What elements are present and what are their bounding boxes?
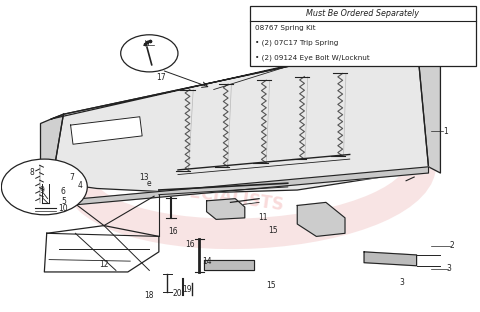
Text: 11: 11 xyxy=(258,213,268,222)
Text: 5: 5 xyxy=(61,197,66,206)
Text: 7: 7 xyxy=(70,173,74,182)
Text: 3: 3 xyxy=(446,264,452,273)
Polygon shape xyxy=(417,34,441,173)
Text: 15: 15 xyxy=(269,226,278,235)
Text: 8: 8 xyxy=(29,168,34,177)
Text: 15: 15 xyxy=(266,281,276,290)
Text: 20: 20 xyxy=(172,289,182,298)
Text: 9: 9 xyxy=(39,186,44,195)
Text: 14: 14 xyxy=(202,257,211,266)
Polygon shape xyxy=(297,202,345,236)
Text: Must Be Ordered Separately: Must Be Ordered Separately xyxy=(306,9,420,18)
Polygon shape xyxy=(40,167,429,208)
Text: 6: 6 xyxy=(61,187,66,196)
Polygon shape xyxy=(204,260,254,271)
Polygon shape xyxy=(206,199,245,219)
Text: 18: 18 xyxy=(144,291,154,300)
Text: 16: 16 xyxy=(168,227,178,236)
Polygon shape xyxy=(53,39,429,193)
Text: 1: 1 xyxy=(443,127,447,136)
Polygon shape xyxy=(71,117,142,144)
Text: 13: 13 xyxy=(139,173,148,182)
Text: SPECIALISTS: SPECIALISTS xyxy=(166,181,286,215)
Text: 16: 16 xyxy=(185,240,195,249)
Polygon shape xyxy=(51,34,429,119)
Text: 08767 Spring Kit: 08767 Spring Kit xyxy=(255,25,316,31)
Text: 2: 2 xyxy=(450,241,455,250)
Circle shape xyxy=(120,35,178,72)
Text: 19: 19 xyxy=(182,285,192,294)
Text: e: e xyxy=(147,179,152,188)
Text: 4: 4 xyxy=(78,181,83,190)
Circle shape xyxy=(1,159,87,215)
Text: 17: 17 xyxy=(156,73,166,82)
Text: 3: 3 xyxy=(400,278,405,287)
Text: 10: 10 xyxy=(59,204,68,213)
Text: 12: 12 xyxy=(99,260,109,269)
Bar xyxy=(250,6,476,66)
Text: • (2) 07C17 Trip Spring: • (2) 07C17 Trip Spring xyxy=(255,39,339,46)
Polygon shape xyxy=(364,252,417,266)
Text: EQUIPMENT: EQUIPMENT xyxy=(146,144,276,181)
Text: • (2) 09124 Eye Bolt W/Locknut: • (2) 09124 Eye Bolt W/Locknut xyxy=(255,54,370,61)
Polygon shape xyxy=(40,114,63,202)
